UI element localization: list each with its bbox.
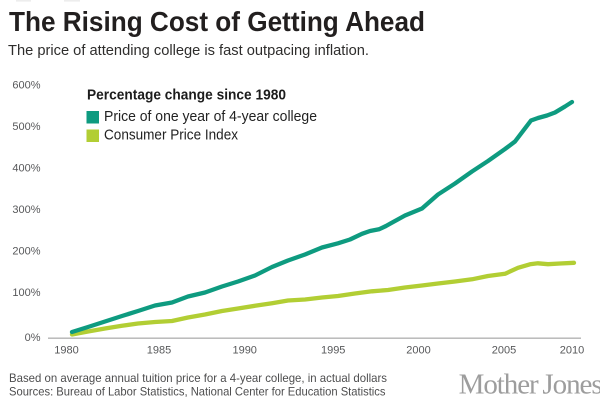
svg-text:0%: 0% [25,332,41,344]
svg-text:500%: 500% [12,121,40,133]
svg-text:The price of attending college: The price of attending college is fast o… [8,42,369,59]
svg-text:200%: 200% [12,246,40,258]
svg-text:2005: 2005 [492,345,516,357]
svg-text:The Rising Cost of Getting Ahe: The Rising Cost of Getting Ahead [9,6,425,37]
svg-text:1995: 1995 [321,345,345,357]
svg-text:400%: 400% [12,163,40,175]
svg-text:2000: 2000 [406,345,430,357]
svg-text:600%: 600% [12,79,40,91]
svg-text:Consumer Price Index: Consumer Price Index [104,128,239,144]
svg-text:2010: 2010 [560,345,584,357]
svg-text:Sources: Bureau of Labor Stati: Sources: Bureau of Labor Statistics, Nat… [9,384,386,398]
svg-text:Mother Jones: Mother Jones [459,369,600,401]
svg-text:Based on average annual tuitio: Based on average annual tuition price fo… [9,371,387,385]
svg-text:300%: 300% [12,204,40,216]
svg-text:100%: 100% [12,287,40,299]
svg-text:1990: 1990 [232,345,256,357]
svg-text:Percentage change since 1980: Percentage change since 1980 [87,87,286,104]
svg-text:1985: 1985 [147,345,171,357]
svg-text:1980: 1980 [54,345,78,357]
svg-text:Price of one year of 4-year co: Price of one year of 4-year college [104,109,317,125]
